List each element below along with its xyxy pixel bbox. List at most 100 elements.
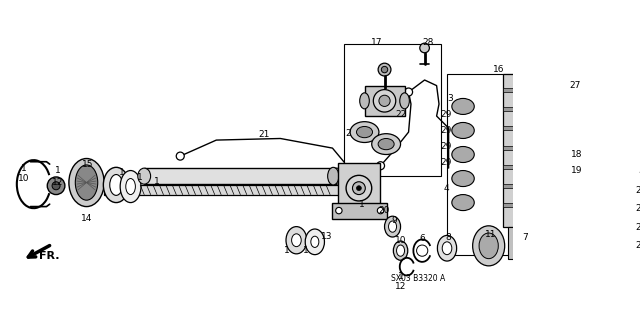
Text: 20: 20 — [379, 206, 390, 215]
Bar — [144, 168, 337, 184]
Ellipse shape — [388, 221, 397, 232]
Bar — [503, 165, 521, 169]
Circle shape — [346, 175, 372, 201]
Text: 11: 11 — [485, 230, 497, 239]
Text: 7: 7 — [522, 233, 527, 242]
Text: 17: 17 — [371, 38, 382, 47]
Ellipse shape — [305, 229, 324, 255]
Text: 1: 1 — [303, 246, 309, 255]
Ellipse shape — [452, 195, 474, 211]
Circle shape — [420, 43, 429, 53]
Circle shape — [381, 66, 388, 73]
Circle shape — [176, 152, 184, 160]
Bar — [503, 107, 521, 111]
Ellipse shape — [437, 235, 456, 261]
Ellipse shape — [397, 245, 404, 256]
Ellipse shape — [547, 108, 575, 127]
Text: 12: 12 — [52, 178, 63, 187]
Bar — [581, 176, 640, 260]
Ellipse shape — [120, 171, 141, 203]
Text: 27: 27 — [570, 81, 581, 90]
Ellipse shape — [385, 216, 401, 237]
Text: 22: 22 — [395, 110, 406, 119]
Ellipse shape — [452, 146, 474, 162]
Ellipse shape — [356, 126, 372, 138]
Circle shape — [52, 182, 60, 190]
Ellipse shape — [103, 167, 129, 203]
Bar — [503, 88, 521, 92]
Text: 12: 12 — [395, 282, 406, 291]
Text: 4: 4 — [444, 184, 449, 193]
Ellipse shape — [328, 167, 339, 185]
Ellipse shape — [311, 236, 319, 248]
Ellipse shape — [452, 122, 474, 138]
Text: 3: 3 — [447, 94, 453, 103]
Text: 29: 29 — [440, 158, 452, 167]
Bar — [332, 203, 387, 219]
Circle shape — [378, 207, 384, 214]
Ellipse shape — [378, 138, 394, 150]
Text: 16: 16 — [493, 65, 504, 74]
Text: 9: 9 — [391, 216, 397, 225]
Bar — [447, 74, 571, 255]
Text: 10: 10 — [19, 174, 30, 183]
Text: 23: 23 — [636, 186, 640, 195]
Ellipse shape — [479, 233, 499, 259]
Text: 5: 5 — [638, 166, 640, 175]
Ellipse shape — [452, 171, 474, 187]
Ellipse shape — [473, 226, 505, 266]
Text: 1: 1 — [397, 272, 403, 281]
Bar — [344, 44, 440, 176]
Circle shape — [378, 63, 391, 76]
Ellipse shape — [138, 168, 150, 184]
Ellipse shape — [372, 134, 401, 154]
Text: 1: 1 — [138, 173, 143, 182]
Ellipse shape — [69, 159, 104, 207]
Text: 15: 15 — [83, 160, 94, 169]
Bar — [365, 85, 404, 116]
Circle shape — [335, 207, 342, 214]
Bar — [503, 184, 521, 188]
Text: FR.: FR. — [40, 251, 60, 261]
Circle shape — [373, 90, 396, 112]
Text: 1: 1 — [55, 166, 61, 175]
Bar — [503, 204, 521, 207]
Text: 19: 19 — [571, 166, 582, 175]
Text: SX03 B3320 A: SX03 B3320 A — [391, 274, 445, 283]
Text: 6: 6 — [419, 234, 425, 243]
Text: 25: 25 — [636, 223, 640, 232]
Circle shape — [356, 186, 362, 190]
Circle shape — [379, 95, 390, 107]
Text: 29: 29 — [440, 126, 452, 135]
Ellipse shape — [286, 226, 307, 254]
Text: 28: 28 — [422, 38, 433, 47]
Ellipse shape — [589, 196, 621, 217]
Ellipse shape — [109, 174, 123, 195]
Ellipse shape — [547, 180, 575, 199]
Ellipse shape — [76, 165, 98, 200]
Text: 1: 1 — [21, 164, 27, 173]
Ellipse shape — [589, 233, 621, 254]
Circle shape — [376, 162, 385, 170]
Circle shape — [404, 88, 413, 96]
Text: 8: 8 — [445, 233, 451, 242]
Text: 24: 24 — [636, 204, 640, 213]
Text: 29: 29 — [440, 142, 452, 151]
Text: 14: 14 — [81, 214, 92, 223]
Ellipse shape — [547, 84, 575, 103]
Text: 21: 21 — [259, 130, 270, 139]
Bar — [503, 126, 521, 130]
Ellipse shape — [350, 122, 379, 143]
Ellipse shape — [452, 99, 474, 115]
Ellipse shape — [547, 156, 575, 175]
Ellipse shape — [126, 179, 136, 195]
Bar — [503, 146, 521, 150]
Ellipse shape — [589, 178, 621, 198]
Ellipse shape — [589, 215, 621, 235]
Ellipse shape — [400, 93, 410, 109]
Text: 10: 10 — [395, 236, 406, 245]
Text: 29: 29 — [440, 110, 452, 119]
Circle shape — [47, 177, 65, 195]
Circle shape — [353, 182, 365, 195]
Bar — [104, 185, 344, 195]
